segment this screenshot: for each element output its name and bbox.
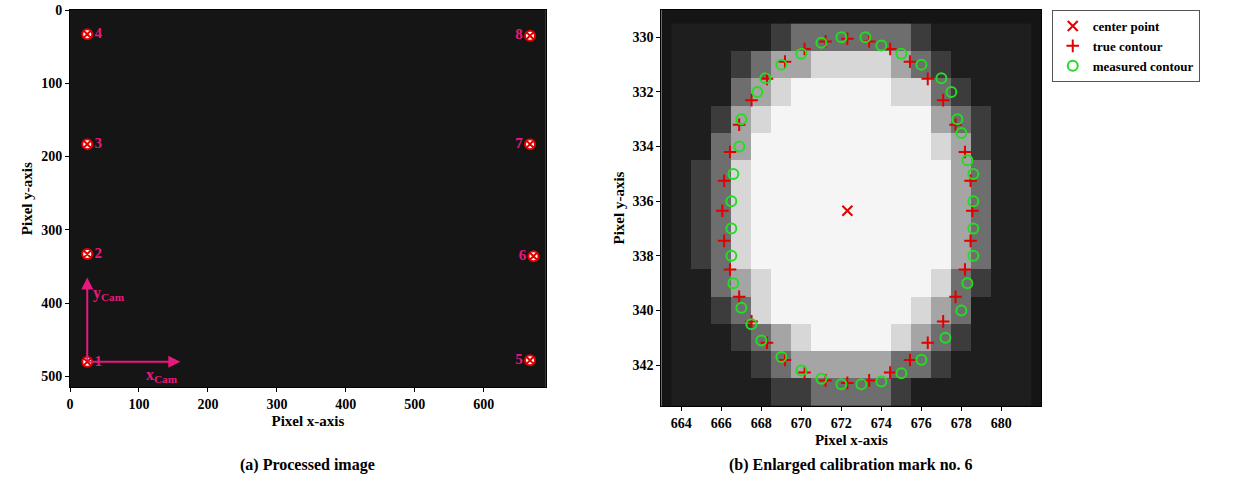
- svg-text:0: 0: [67, 397, 74, 412]
- svg-text:674: 674: [871, 416, 892, 431]
- svg-text:y​Cam​: y​Cam​: [93, 284, 125, 303]
- svg-text:330: 330: [633, 30, 654, 45]
- svg-text:measured contour: measured contour: [1093, 59, 1194, 74]
- svg-text:338: 338: [633, 249, 654, 264]
- svg-text:400: 400: [335, 397, 356, 412]
- svg-text:678: 678: [951, 416, 972, 431]
- svg-text:400: 400: [41, 296, 62, 311]
- svg-text:342: 342: [633, 358, 654, 373]
- svg-text:200: 200: [41, 149, 62, 164]
- svg-text:8: 8: [515, 26, 523, 42]
- svg-text:664: 664: [671, 416, 692, 431]
- svg-text:336: 336: [633, 194, 654, 209]
- svg-text:680: 680: [991, 416, 1012, 431]
- svg-text:(b) Enlarged calibration mark: (b) Enlarged calibration mark no. 6: [729, 456, 973, 474]
- svg-text:300: 300: [266, 397, 287, 412]
- svg-text:1: 1: [94, 353, 102, 369]
- svg-text:500: 500: [404, 397, 425, 412]
- svg-text:672: 672: [831, 416, 852, 431]
- svg-text:(a) Processed image: (a) Processed image: [240, 456, 375, 474]
- svg-text:Pixel y-axis: Pixel y-axis: [611, 171, 627, 244]
- svg-text:4: 4: [94, 25, 102, 41]
- svg-text:332: 332: [633, 85, 654, 100]
- svg-text:6: 6: [519, 247, 527, 263]
- svg-text:2: 2: [94, 245, 102, 261]
- svg-text:100: 100: [128, 397, 149, 412]
- svg-text:Pixel y-axis: Pixel y-axis: [19, 162, 35, 235]
- svg-text:340: 340: [633, 303, 654, 318]
- svg-text:Pixel x-axis: Pixel x-axis: [815, 432, 888, 448]
- svg-text:676: 676: [911, 416, 932, 431]
- svg-text:500: 500: [41, 369, 62, 384]
- svg-text:600: 600: [473, 397, 494, 412]
- svg-text:true contour: true contour: [1093, 39, 1163, 54]
- svg-text:3: 3: [94, 135, 102, 151]
- svg-text:670: 670: [791, 416, 812, 431]
- svg-text:7: 7: [515, 135, 523, 151]
- svg-text:666: 666: [711, 416, 732, 431]
- svg-text:300: 300: [41, 223, 62, 238]
- svg-text:Pixel x-axis: Pixel x-axis: [271, 413, 344, 429]
- svg-text:668: 668: [751, 416, 772, 431]
- svg-text:x​Cam​: x​Cam​: [146, 366, 178, 385]
- svg-text:center point: center point: [1093, 19, 1160, 34]
- svg-text:100: 100: [41, 76, 62, 91]
- svg-text:0: 0: [55, 3, 62, 18]
- svg-text:5: 5: [515, 351, 523, 367]
- svg-text:334: 334: [633, 139, 654, 154]
- svg-text:200: 200: [197, 397, 218, 412]
